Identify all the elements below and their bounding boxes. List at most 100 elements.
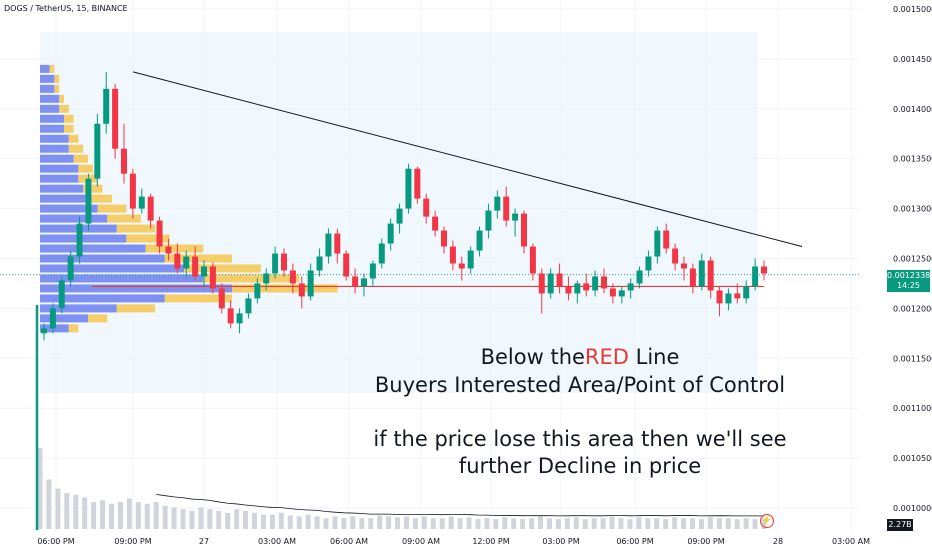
volume-bar (529, 518, 535, 529)
candle-body (138, 196, 145, 209)
volume-bar (359, 518, 365, 529)
candle-body (272, 253, 279, 274)
volume-bar (654, 518, 660, 529)
candle-body (574, 283, 581, 294)
time-tick-label: 09:00 PM (114, 537, 151, 546)
profile-sell-bar (88, 194, 112, 203)
annotation-red-word: RED (584, 345, 629, 369)
candle-body (343, 253, 350, 277)
candle-body (494, 196, 501, 211)
profile-buy-bar (40, 264, 184, 273)
volume-bar (395, 517, 401, 529)
volume-bar (171, 507, 177, 529)
volume-bar (734, 519, 740, 529)
candle-body (254, 283, 261, 299)
candle-body (716, 290, 723, 304)
volume-bar (73, 494, 79, 529)
candlesticks (41, 71, 767, 341)
profile-sell-bar (68, 144, 84, 153)
candle-body (503, 196, 510, 221)
price-tick-label: 0.0014000 (893, 105, 932, 114)
annotation-line2: Buyers Interested Area/Point of Control (374, 373, 786, 397)
candle-body (334, 233, 341, 254)
candle-body (76, 223, 83, 257)
candle-body (458, 263, 465, 269)
volume-bar (609, 516, 615, 529)
volume-bar (475, 519, 481, 529)
volume-bar (573, 517, 579, 529)
volume-bar (457, 518, 463, 529)
price-tick-label: 0.0012000 (893, 304, 932, 313)
volume-bar (225, 512, 231, 529)
volume-bar (511, 518, 517, 529)
volume-bar (618, 518, 624, 529)
profile-sell-bar (97, 204, 127, 213)
volume-bar (126, 498, 132, 529)
price-axis-labels: 0.0015000 0.0014500 0.0014000 0.0013500 0.00… (893, 5, 932, 513)
volume-bar (421, 516, 427, 529)
candle-body (663, 230, 670, 249)
candle-body (227, 308, 234, 324)
candle-body (165, 246, 172, 254)
volume-bar (234, 509, 240, 529)
candle-body (378, 243, 385, 264)
volume-bar (689, 518, 695, 529)
candle-body (521, 213, 527, 247)
price-tick-label: 0.0013000 (893, 205, 932, 214)
profile-buy-bar (40, 244, 146, 253)
candle-body (538, 273, 545, 294)
volume-bar (627, 519, 633, 529)
volume-bar (144, 503, 150, 529)
volume-bar (109, 503, 115, 529)
volume-bar (493, 519, 499, 529)
candle-body (761, 266, 767, 274)
volume-bar (278, 512, 284, 529)
profile-buy-bar (40, 194, 88, 203)
candle-body (654, 230, 661, 257)
volume-bar (636, 517, 642, 529)
candle-body (387, 223, 394, 244)
candle-body (423, 198, 430, 217)
candle-body (156, 220, 163, 247)
candle-body (218, 288, 225, 309)
candle-body (529, 246, 536, 274)
price-tick-label: 0.0014500 (893, 55, 932, 64)
profile-sell-bar (64, 114, 74, 123)
candle-body (325, 233, 332, 257)
lightning-alert-icon[interactable]: ⚡ (760, 514, 774, 528)
candle-body (547, 273, 554, 294)
profile-sell-bar (184, 264, 261, 273)
profile-sell-bar (73, 154, 88, 163)
candle-body (743, 286, 750, 299)
time-tick-label: 06:00 PM (37, 537, 74, 546)
profile-sell-bar (59, 104, 69, 113)
candle-body (467, 250, 474, 269)
volume-bar (100, 500, 106, 529)
volume-bar (466, 517, 472, 529)
candle-body (201, 266, 207, 277)
time-tick-label: 28 (773, 537, 783, 546)
volume-bars (37, 448, 767, 529)
time-tick-label: 12:00 PM (472, 537, 509, 546)
volume-bar (91, 502, 97, 529)
volume-bar (162, 505, 168, 529)
last-price-value: 0.0012338 (887, 271, 931, 280)
candle-body (432, 216, 439, 231)
annotation-line4: further Decline in price (458, 454, 702, 478)
volume-bar (582, 519, 588, 529)
annotation-line1: Below theRED Line (330, 345, 830, 370)
time-axis[interactable] (0, 531, 860, 550)
volume-bar (207, 509, 213, 529)
volume-bar (350, 516, 356, 529)
candle-body (601, 276, 607, 289)
profile-buy-bar (40, 114, 64, 123)
candle-body (725, 293, 732, 304)
candle-body (681, 263, 687, 269)
volume-bar (430, 518, 436, 529)
symbol-title[interactable]: DOGS / TetherUS, 15, BINANCE (4, 4, 128, 13)
candle-body (103, 88, 110, 124)
volume-bar (368, 518, 374, 529)
volume-bar (681, 518, 687, 529)
volume-bar (135, 502, 141, 529)
volume-bar (386, 516, 392, 529)
